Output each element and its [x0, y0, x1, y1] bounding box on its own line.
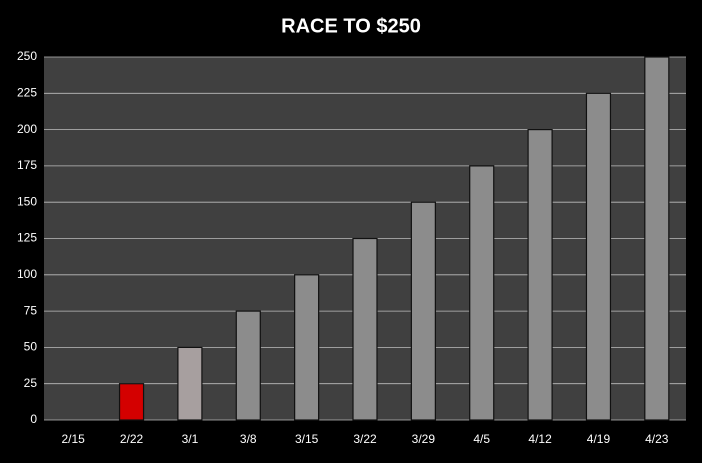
bar [527, 129, 553, 421]
y-tick-label: 200 [17, 122, 37, 136]
y-tick-label: 250 [17, 49, 37, 63]
x-tick-label: 3/1 [182, 432, 199, 446]
chart-title: RACE TO $250 [281, 15, 421, 37]
x-tick-label: 4/5 [473, 432, 490, 446]
y-tick-label: 0 [30, 412, 37, 426]
x-tick-label: 4/12 [528, 432, 552, 446]
bar [469, 165, 495, 421]
bar [352, 237, 378, 421]
bar [294, 274, 320, 421]
bar [585, 92, 612, 421]
bar [644, 56, 670, 421]
x-tick-label: 4/23 [645, 432, 669, 446]
x-tick-label: 2/22 [120, 432, 144, 446]
x-tick-label: 3/29 [412, 432, 436, 446]
y-tick-label: 25 [24, 376, 38, 390]
bar [235, 310, 261, 421]
bar [410, 201, 436, 421]
y-tick-label: 125 [17, 231, 37, 245]
y-tick-label: 75 [24, 303, 38, 317]
x-tick-label: 2/15 [62, 432, 86, 446]
x-tick-label: 3/22 [353, 432, 377, 446]
bar [177, 346, 203, 421]
bar [118, 383, 145, 421]
y-tick-label: 50 [24, 340, 38, 354]
y-tick-label: 100 [17, 267, 37, 281]
x-tick-label: 3/8 [240, 432, 257, 446]
y-tick-label: 150 [17, 194, 37, 208]
y-tick-label: 175 [17, 158, 37, 172]
x-tick-label: 4/19 [587, 432, 611, 446]
y-tick-label: 225 [17, 85, 37, 99]
x-tick-label: 3/15 [295, 432, 319, 446]
